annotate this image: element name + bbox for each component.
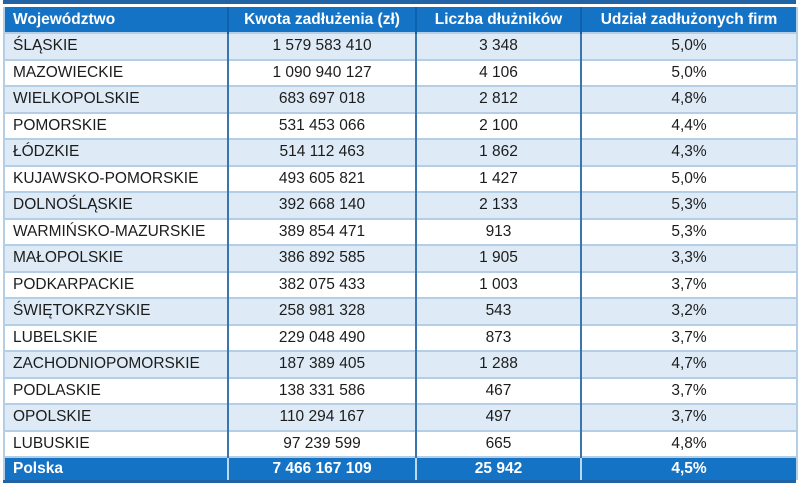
table-row: WARMIŃSKO-MAZURSKIE 389 854 471 913 5,3%	[4, 217, 797, 245]
debt-cell: 493 605 821	[227, 164, 416, 192]
debt-cell: 531 453 066	[227, 111, 416, 139]
share-cell: 3,7%	[580, 403, 797, 431]
debt-cell: 258 981 328	[227, 297, 416, 325]
share-cell: 5,0%	[580, 164, 797, 192]
debtors-cell: 665	[415, 429, 581, 457]
total-label-cell: Polska	[4, 456, 228, 480]
table-row: DOLNOŚLĄSKIE 392 668 140 2 133 5,3%	[4, 191, 797, 219]
header-wojewodztwo: Województwo	[4, 7, 228, 33]
region-cell: ŚLĄSKIE	[4, 32, 228, 60]
debtors-cell: 913	[415, 217, 581, 245]
table-row: WIELKOPOLSKIE 683 697 018 2 812 4,8%	[4, 85, 797, 113]
debt-cell: 514 112 463	[227, 138, 416, 166]
table-row: PODLASKIE 138 331 586 467 3,7%	[4, 376, 797, 404]
bottom-border-bar	[3, 480, 796, 483]
share-cell: 4,3%	[580, 138, 797, 166]
debt-cell: 382 075 433	[227, 270, 416, 298]
debtors-cell: 1 427	[415, 164, 581, 192]
debt-cell: 392 668 140	[227, 191, 416, 219]
debtors-cell: 2 812	[415, 85, 581, 113]
debt-cell: 386 892 585	[227, 244, 416, 272]
table-row: LUBUSKIE 97 239 599 665 4,8%	[4, 429, 797, 457]
table-row: ZACHODNIOPOMORSKIE 187 389 405 1 288 4,7…	[4, 350, 797, 378]
debt-cell: 1 090 940 127	[227, 58, 416, 86]
table-row: ŚWIĘTOKRZYSKIE 258 981 328 543 3,2%	[4, 297, 797, 325]
table-row: PODKARPACKIE 382 075 433 1 003 3,7%	[4, 270, 797, 298]
table-row: MAZOWIECKIE 1 090 940 127 4 106 5,0%	[4, 58, 797, 86]
total-debtors-cell: 25 942	[415, 456, 581, 480]
share-cell: 3,3%	[580, 244, 797, 272]
header-row: Województwo Kwota zadłużenia (zł) Liczba…	[4, 7, 797, 33]
total-debt-cell: 7 466 167 109	[227, 456, 416, 480]
share-cell: 4,8%	[580, 85, 797, 113]
debtors-cell: 1 288	[415, 350, 581, 378]
region-cell: LUBELSKIE	[4, 323, 228, 351]
share-cell: 3,2%	[580, 297, 797, 325]
debtors-cell: 873	[415, 323, 581, 351]
table-row: ŚLĄSKIE 1 579 583 410 3 348 5,0%	[4, 32, 797, 60]
share-cell: 3,7%	[580, 270, 797, 298]
region-cell: ZACHODNIOPOMORSKIE	[4, 350, 228, 378]
table-row: LUBELSKIE 229 048 490 873 3,7%	[4, 323, 797, 351]
debt-cell: 110 294 167	[227, 403, 416, 431]
debtors-cell: 497	[415, 403, 581, 431]
share-cell: 5,0%	[580, 58, 797, 86]
debt-cell: 138 331 586	[227, 376, 416, 404]
region-cell: MAZOWIECKIE	[4, 58, 228, 86]
debtors-cell: 2 100	[415, 111, 581, 139]
region-cell: ŚWIĘTOKRZYSKIE	[4, 297, 228, 325]
debt-cell: 389 854 471	[227, 217, 416, 245]
debtors-cell: 2 133	[415, 191, 581, 219]
debtors-cell: 467	[415, 376, 581, 404]
share-cell: 5,0%	[580, 32, 797, 60]
share-cell: 4,4%	[580, 111, 797, 139]
debt-cell: 229 048 490	[227, 323, 416, 351]
debtors-cell: 1 862	[415, 138, 581, 166]
table-row: KUJAWSKO-POMORSKIE 493 605 821 1 427 5,0…	[4, 164, 797, 192]
top-border-bar	[3, 0, 796, 4]
region-cell: PODLASKIE	[4, 376, 228, 404]
region-cell: PODKARPACKIE	[4, 270, 228, 298]
debt-cell: 97 239 599	[227, 429, 416, 457]
debtors-cell: 4 106	[415, 58, 581, 86]
share-cell: 5,3%	[580, 191, 797, 219]
share-cell: 4,7%	[580, 350, 797, 378]
region-cell: OPOLSKIE	[4, 403, 228, 431]
debtors-cell: 1 003	[415, 270, 581, 298]
debt-cell: 683 697 018	[227, 85, 416, 113]
region-cell: DOLNOŚLĄSKIE	[4, 191, 228, 219]
debtors-cell: 1 905	[415, 244, 581, 272]
share-cell: 5,3%	[580, 217, 797, 245]
table-row: OPOLSKIE 110 294 167 497 3,7%	[4, 403, 797, 431]
region-debt-table: Województwo Kwota zadłużenia (zł) Liczba…	[3, 7, 798, 480]
header-udzial-firm: Udział zadłużonych firm	[580, 7, 797, 33]
header-liczba-dluznikow: Liczba dłużników	[415, 7, 581, 33]
table-row: MAŁOPOLSKIE 386 892 585 1 905 3,3%	[4, 244, 797, 272]
region-cell: WARMIŃSKO-MAZURSKIE	[4, 217, 228, 245]
debtors-cell: 3 348	[415, 32, 581, 60]
debtors-cell: 543	[415, 297, 581, 325]
debt-cell: 187 389 405	[227, 350, 416, 378]
header-kwota-zadluzenia: Kwota zadłużenia (zł)	[227, 7, 416, 33]
table-row: ŁÓDZKIE 514 112 463 1 862 4,3%	[4, 138, 797, 166]
share-cell: 3,7%	[580, 323, 797, 351]
total-share-cell: 4,5%	[580, 456, 797, 480]
share-cell: 4,8%	[580, 429, 797, 457]
share-cell: 3,7%	[580, 376, 797, 404]
region-cell: MAŁOPOLSKIE	[4, 244, 228, 272]
table-row: POMORSKIE 531 453 066 2 100 4,4%	[4, 111, 797, 139]
debt-cell: 1 579 583 410	[227, 32, 416, 60]
region-cell: LUBUSKIE	[4, 429, 228, 457]
region-cell: WIELKOPOLSKIE	[4, 85, 228, 113]
total-row: Polska 7 466 167 109 25 942 4,5%	[4, 456, 797, 480]
region-cell: KUJAWSKO-POMORSKIE	[4, 164, 228, 192]
region-cell: ŁÓDZKIE	[4, 138, 228, 166]
region-cell: POMORSKIE	[4, 111, 228, 139]
